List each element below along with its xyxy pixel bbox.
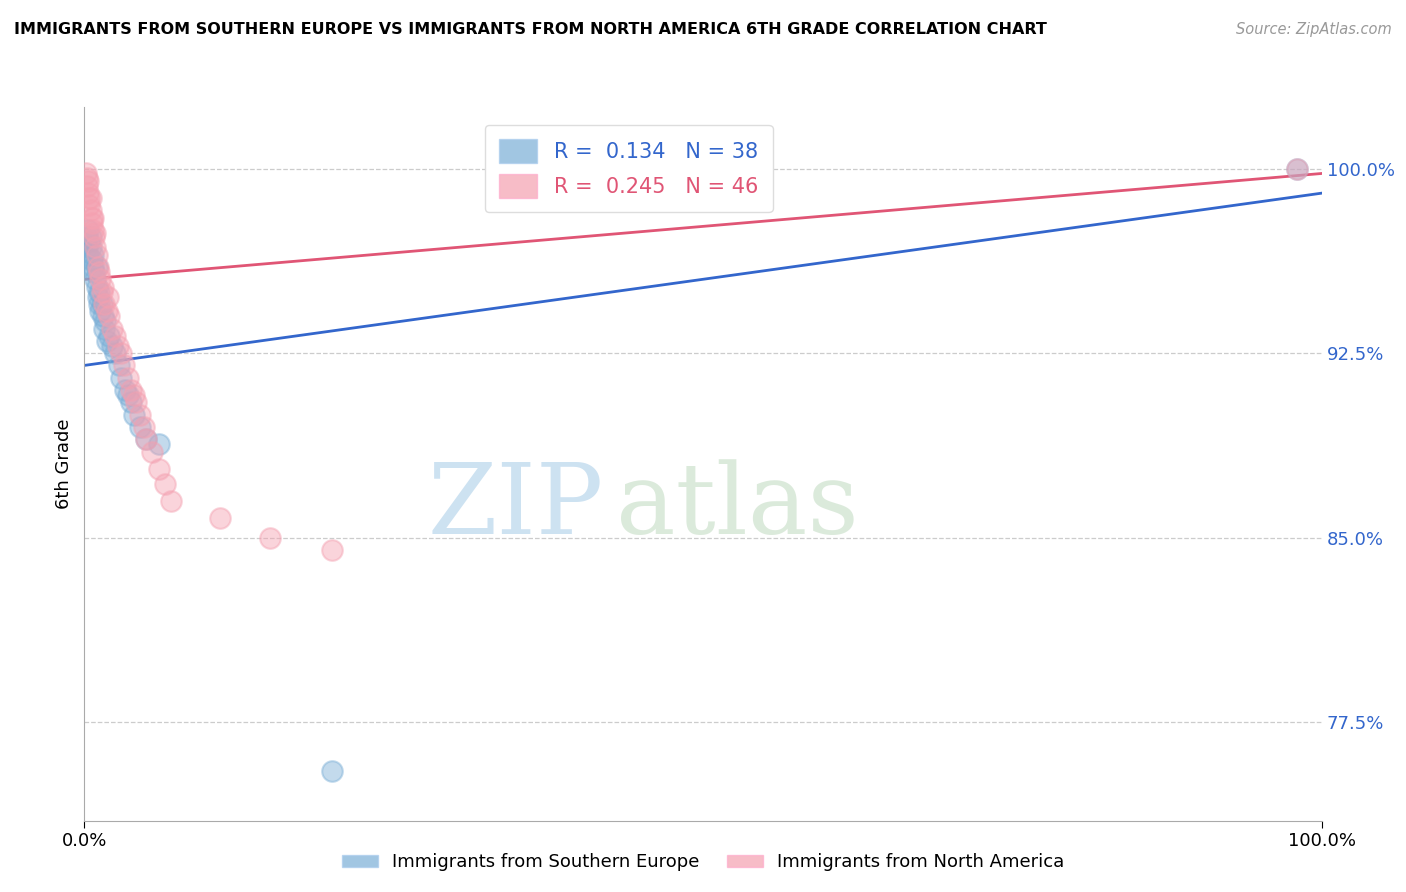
Point — [135, 432, 157, 446]
Point — [91, 309, 114, 323]
Point — [107, 339, 129, 353]
Legend: Immigrants from Southern Europe, Immigrants from North America: Immigrants from Southern Europe, Immigra… — [335, 847, 1071, 879]
Point — [129, 420, 152, 434]
Point — [79, 191, 101, 205]
Point — [148, 462, 170, 476]
Point — [110, 346, 132, 360]
Point — [129, 408, 152, 422]
Point — [82, 248, 104, 262]
Point — [75, 235, 97, 250]
Point — [122, 408, 145, 422]
Point — [125, 395, 148, 409]
Point — [259, 531, 281, 545]
Point — [77, 223, 100, 237]
Point — [76, 230, 98, 244]
Point — [86, 279, 108, 293]
Point — [100, 321, 122, 335]
Point — [321, 764, 343, 779]
Point — [83, 265, 105, 279]
Point — [98, 309, 121, 323]
Point — [321, 543, 343, 558]
Point — [1285, 161, 1308, 176]
Point — [87, 260, 110, 274]
Point — [110, 370, 132, 384]
Point — [91, 279, 114, 293]
Point — [79, 191, 101, 205]
Point — [76, 171, 98, 186]
Point — [90, 297, 112, 311]
Text: Source: ZipAtlas.com: Source: ZipAtlas.com — [1236, 22, 1392, 37]
Point — [75, 166, 97, 180]
Point — [90, 285, 112, 299]
Text: IMMIGRANTS FROM SOUTHERN EUROPE VS IMMIGRANTS FROM NORTH AMERICA 6TH GRADE CORRE: IMMIGRANTS FROM SOUTHERN EUROPE VS IMMIG… — [14, 22, 1047, 37]
Point — [114, 383, 136, 397]
Point — [89, 265, 111, 279]
Point — [89, 304, 111, 318]
Point — [82, 260, 104, 274]
Point — [76, 178, 98, 193]
Point — [82, 211, 104, 225]
Point — [89, 297, 111, 311]
Point — [1285, 161, 1308, 176]
Point — [160, 493, 183, 508]
Point — [80, 252, 103, 267]
Point — [86, 260, 108, 274]
Point — [96, 334, 118, 348]
Point — [117, 370, 139, 384]
Point — [80, 211, 103, 225]
Point — [104, 346, 127, 360]
Point — [120, 383, 142, 397]
Point — [89, 285, 111, 299]
Legend: R =  0.134   N = 38, R =  0.245   N = 46: R = 0.134 N = 38, R = 0.245 N = 46 — [485, 125, 773, 212]
Point — [76, 240, 98, 254]
Point — [82, 223, 104, 237]
Point — [79, 230, 101, 244]
Y-axis label: 6th Grade: 6th Grade — [55, 418, 73, 509]
Point — [209, 511, 232, 525]
Point — [77, 186, 100, 201]
Point — [77, 248, 100, 262]
Point — [93, 297, 115, 311]
Point — [89, 272, 111, 286]
Point — [83, 230, 105, 244]
Point — [93, 321, 115, 335]
Point — [94, 314, 117, 328]
Point — [79, 235, 101, 250]
Point — [112, 359, 135, 373]
Point — [120, 395, 142, 409]
Point — [84, 226, 107, 240]
Point — [117, 388, 139, 402]
Point — [153, 476, 176, 491]
Point — [98, 329, 121, 343]
Point — [87, 289, 110, 303]
Point — [80, 216, 103, 230]
Point — [122, 388, 145, 402]
Point — [84, 240, 107, 254]
Point — [97, 289, 120, 303]
Point — [79, 240, 101, 254]
Point — [96, 304, 118, 318]
Point — [77, 174, 100, 188]
Point — [84, 272, 107, 286]
Point — [79, 198, 101, 212]
Text: atlas: atlas — [616, 458, 859, 555]
Point — [86, 248, 108, 262]
Text: ZIP: ZIP — [427, 458, 605, 555]
Point — [100, 339, 122, 353]
Point — [104, 329, 127, 343]
Point — [79, 203, 101, 218]
Point — [148, 437, 170, 451]
Point — [132, 420, 155, 434]
Point — [141, 444, 163, 458]
Point — [108, 359, 131, 373]
Point — [135, 432, 157, 446]
